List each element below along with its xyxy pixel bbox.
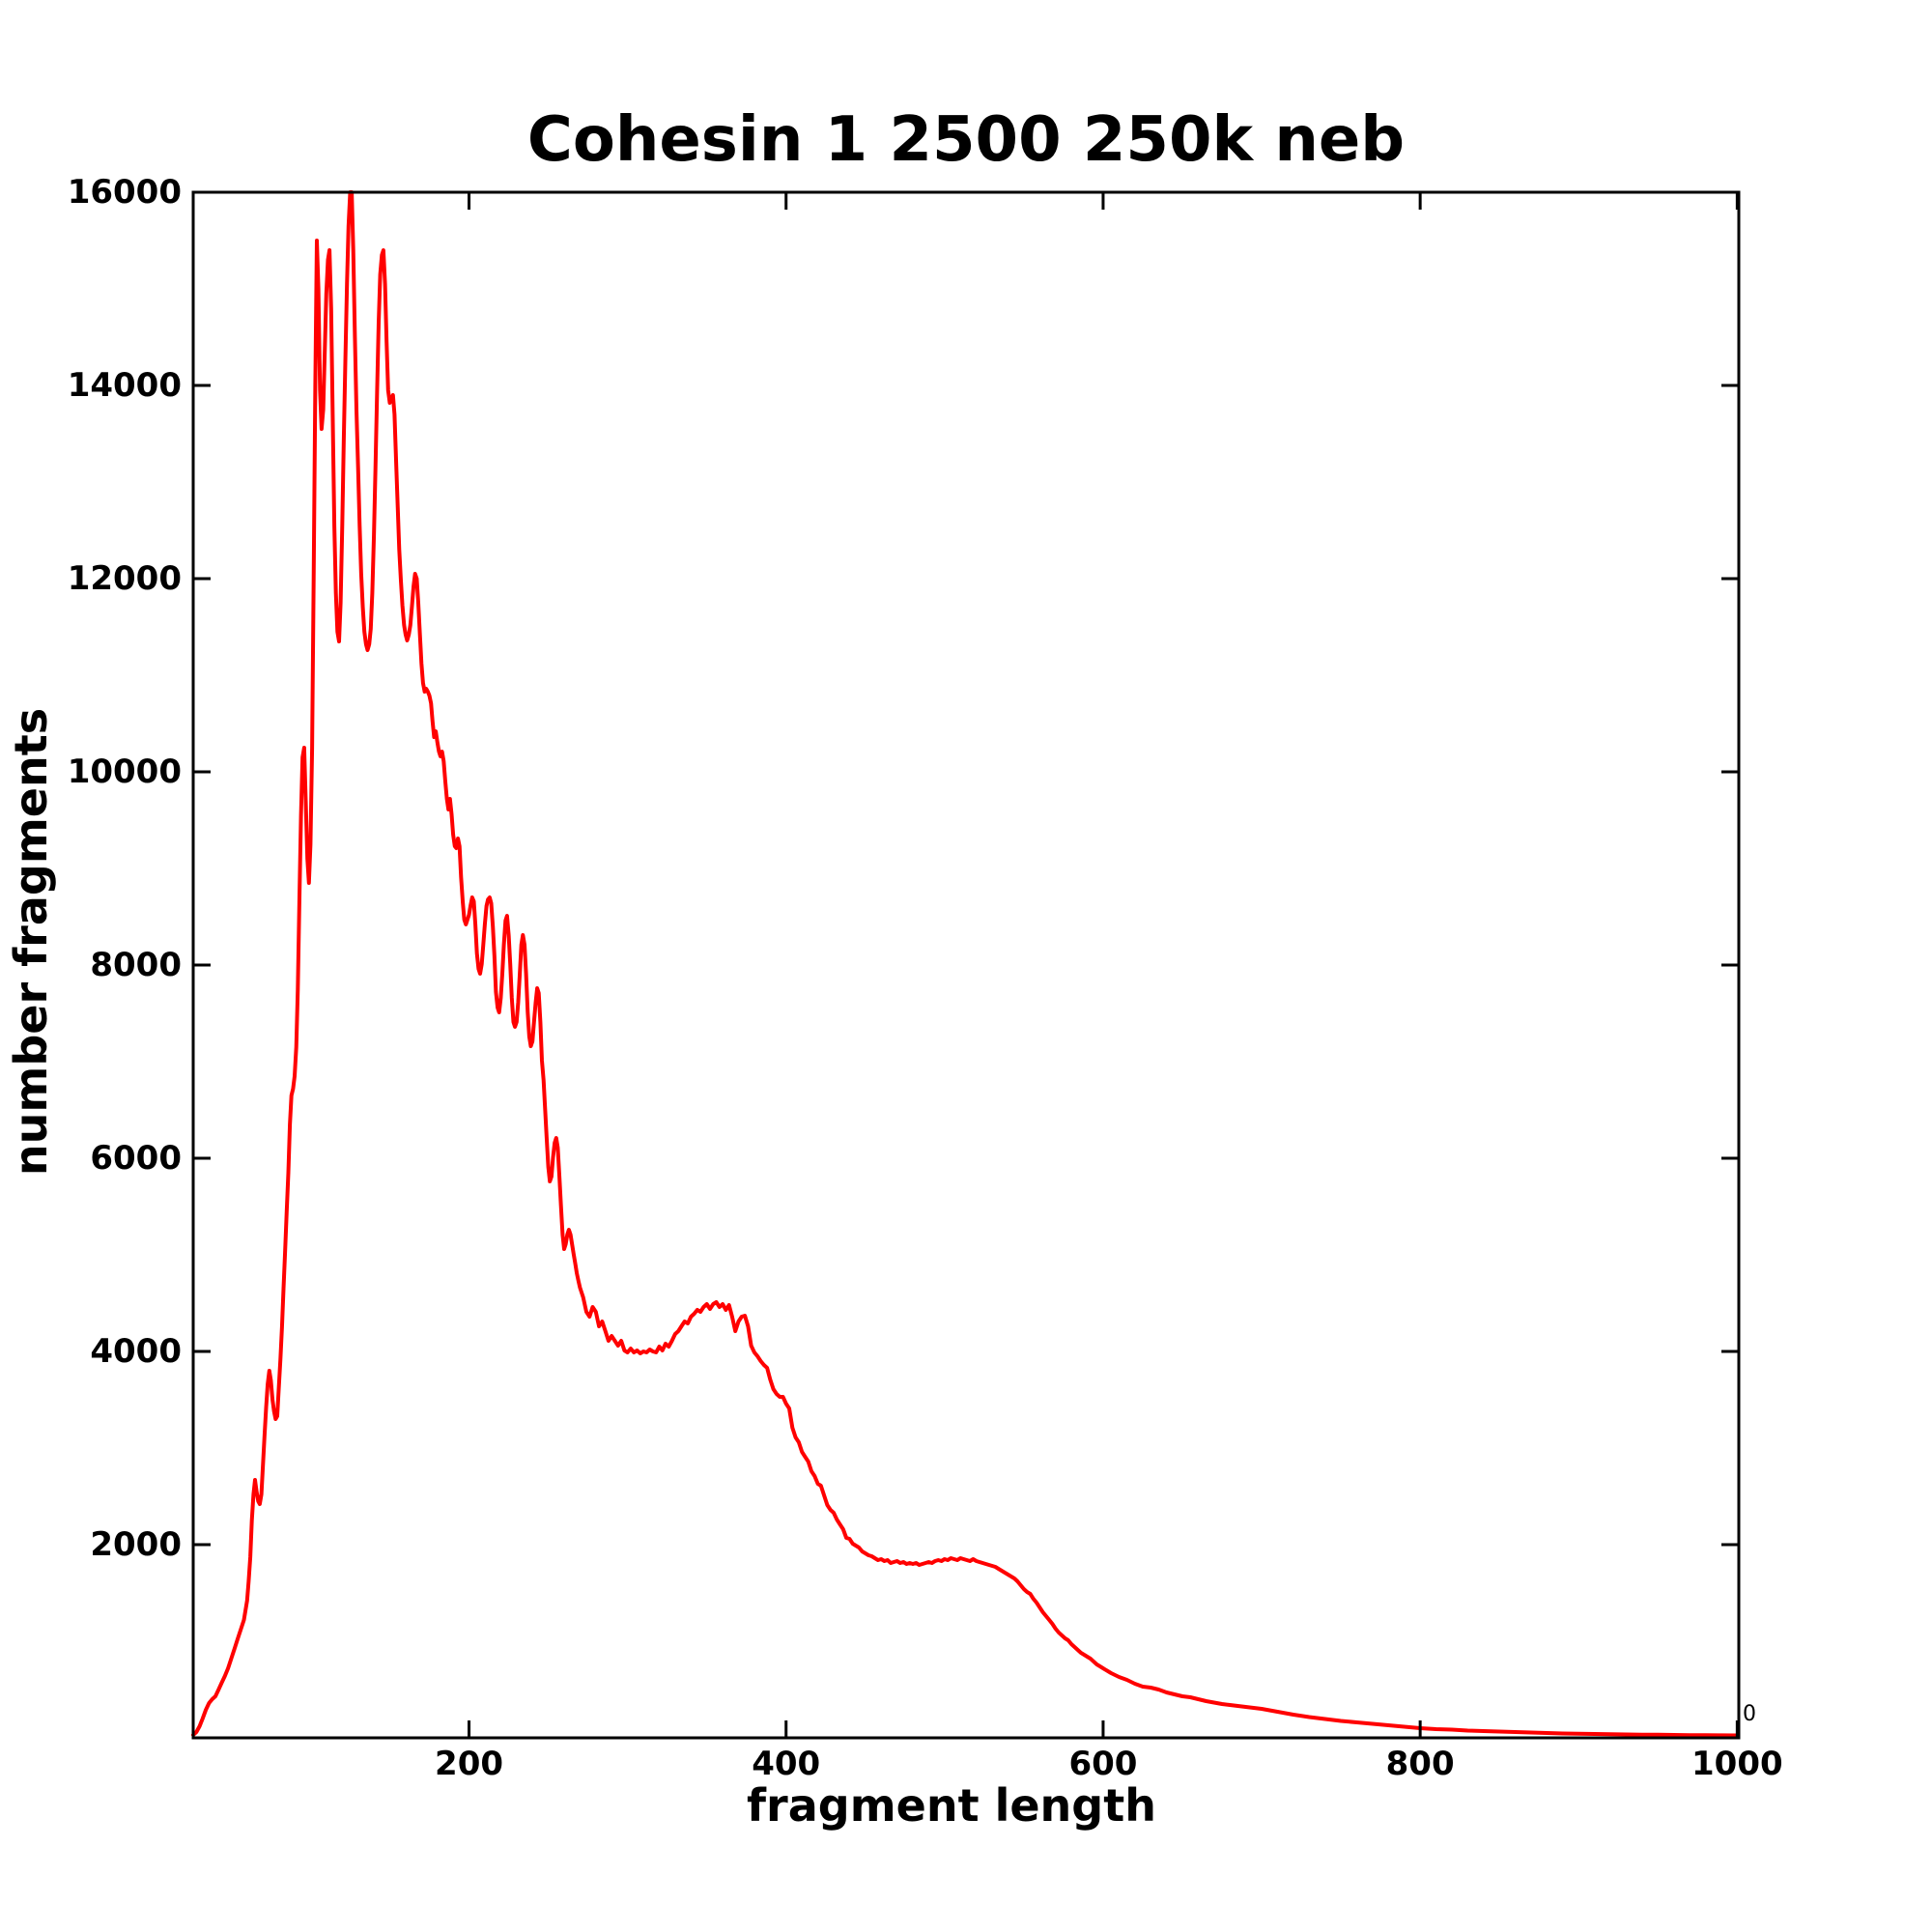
x-tick-label: 800 [1385,1745,1455,1783]
data-line-fragment-length-distribution [191,190,1740,1738]
y-tick-label: 4000 [90,1332,182,1371]
x-axis-label: fragment length [747,1779,1156,1832]
y-tick-label: 14000 [67,366,182,405]
x-tick-label: 600 [1068,1745,1138,1783]
x-tick-label: 200 [435,1745,504,1783]
x-tick-label: 1000 [1691,1745,1783,1783]
y-tick-label: 12000 [67,559,182,598]
axes-spines [191,190,1741,1740]
y-tick-label: 8000 [90,946,182,984]
corner-zero-annotation: 0 [1743,1702,1756,1726]
x-tick-label: 400 [752,1745,821,1783]
y-tick-label: 6000 [90,1139,182,1178]
y-axis-label: number fragments [5,707,57,1177]
y-tick-label: 2000 [90,1525,182,1564]
y-tick-label: 10000 [67,753,182,791]
y-tick-label: 16000 [67,173,182,212]
chart-title: Cohesin 1 2500 250k neb [526,104,1406,176]
